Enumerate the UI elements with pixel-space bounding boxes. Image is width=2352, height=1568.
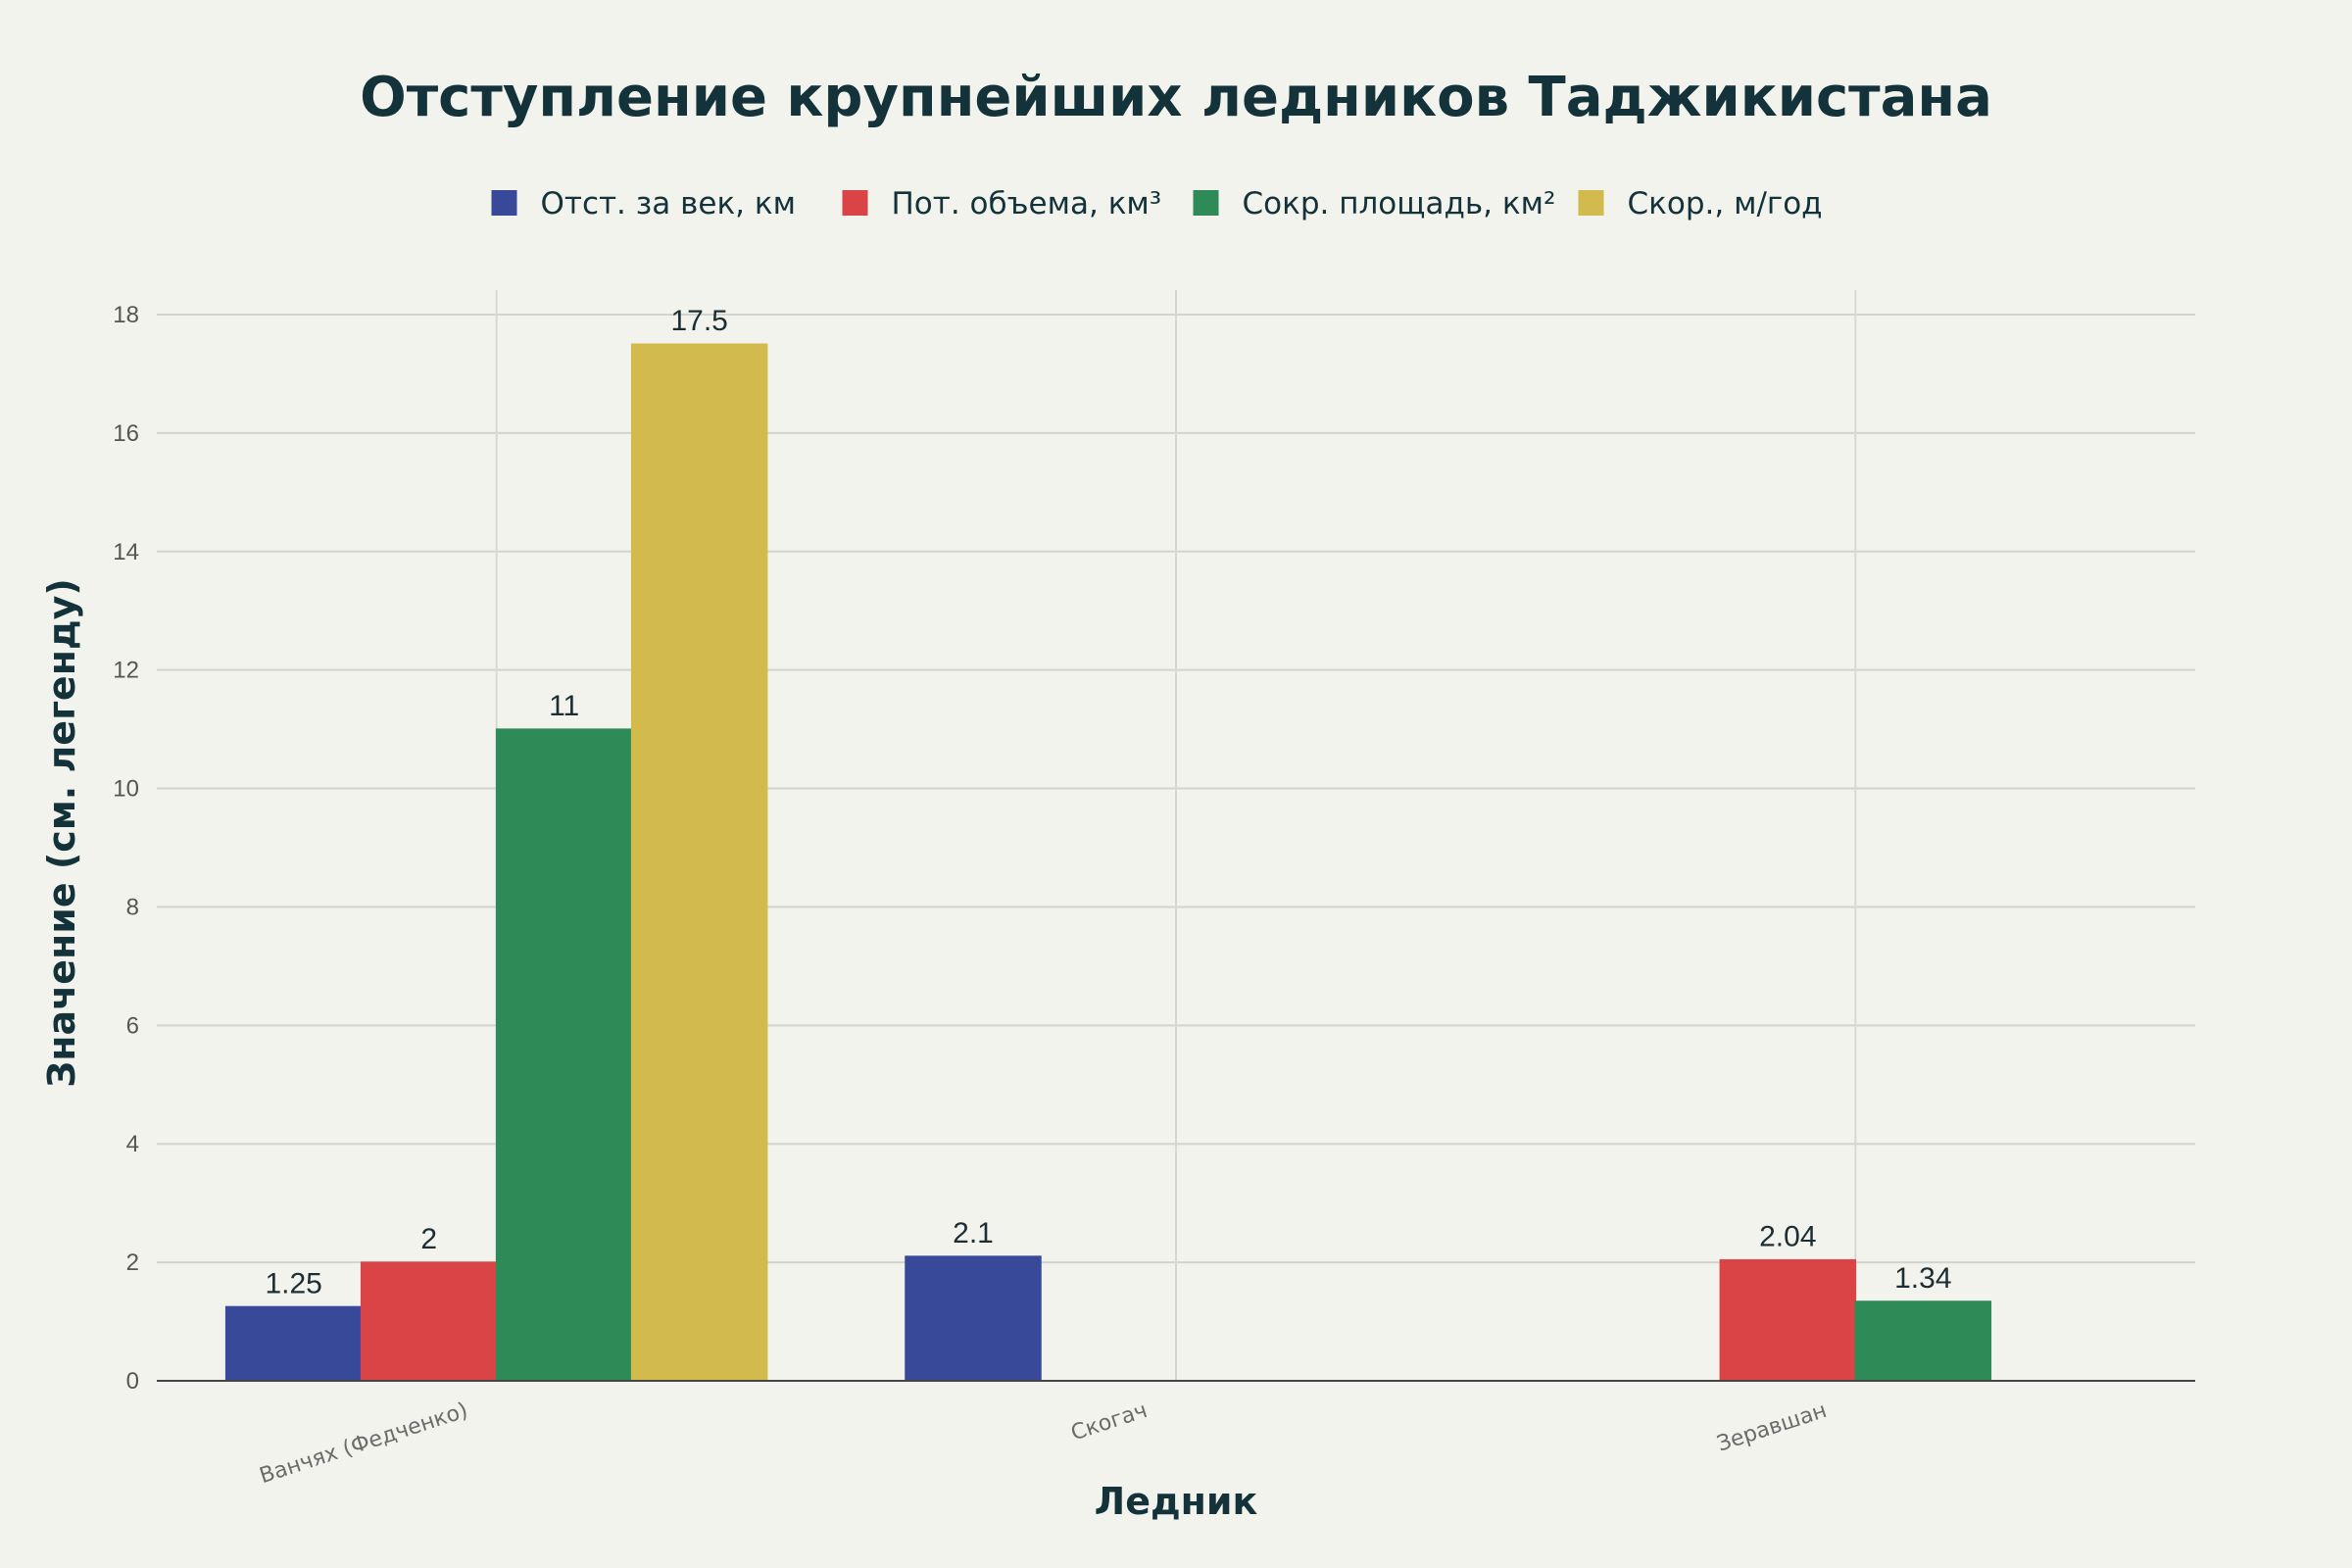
legend-item: Отст. за век, км xyxy=(491,186,797,221)
legend-item: Пот. объема, км³ xyxy=(842,186,1162,221)
y-tick-label: 2 xyxy=(126,1250,139,1276)
data-label: 2.1 xyxy=(953,1217,994,1250)
data-label: 11 xyxy=(549,690,579,722)
y-tick-label: 8 xyxy=(126,894,139,920)
legend-swatch xyxy=(1193,190,1219,216)
data-labels: 1.25 2 11 17.5 2.1 2.04 1.34 xyxy=(265,305,1951,1299)
legend-label: Пот. объема, км³ xyxy=(892,186,1162,221)
legend-item: Скор., м/год xyxy=(1578,186,1823,221)
legend-swatch xyxy=(1578,190,1604,216)
legend-item: Сокр. площадь, км² xyxy=(1193,186,1556,221)
data-label: 2.04 xyxy=(1759,1221,1816,1253)
y-axis-title: Значение (см. легенду) xyxy=(40,578,83,1088)
y-tick-label: 12 xyxy=(113,658,139,684)
bar xyxy=(1719,1258,1857,1382)
data-label: 1.25 xyxy=(265,1267,321,1299)
bar xyxy=(360,1261,498,1382)
y-tick-label: 0 xyxy=(126,1368,139,1395)
legend-label: Отст. за век, км xyxy=(541,186,797,221)
y-tick-label: 16 xyxy=(113,420,139,447)
y-tick-label: 18 xyxy=(113,302,139,328)
legend-swatch xyxy=(842,190,868,216)
y-tick-label: 4 xyxy=(126,1131,139,1157)
y-tick-label: 10 xyxy=(113,776,139,803)
bar xyxy=(1854,1300,1992,1382)
legend-label: Сокр. площадь, км² xyxy=(1243,186,1556,221)
bar xyxy=(224,1305,363,1382)
data-label: 1.34 xyxy=(1894,1262,1951,1295)
bar xyxy=(495,728,633,1382)
data-label: 2 xyxy=(420,1223,437,1255)
legend: Отст. за век, км Пот. объема, км³ Сокр. пл… xyxy=(491,186,1823,221)
bars xyxy=(224,343,1992,1382)
y-axis-ticks: 0 2 4 6 8 10 12 14 16 18 xyxy=(113,302,139,1395)
x-tick-label: Скогач xyxy=(1068,1398,1151,1446)
grid xyxy=(157,290,2195,1381)
y-tick-label: 14 xyxy=(113,539,139,565)
legend-label: Скор., м/год xyxy=(1628,186,1823,221)
x-axis-ticks: Ванчях (Федченко) Скогач Зеравшан xyxy=(257,1398,1830,1489)
x-axis-title: Ледник xyxy=(1095,1480,1258,1523)
x-tick-label: Ванчях (Федченко) xyxy=(257,1398,471,1489)
bar xyxy=(630,343,768,1382)
legend-swatch xyxy=(491,190,517,216)
chart-title: Отступление крупнейших ледников Таджикис… xyxy=(360,66,1992,129)
y-tick-label: 6 xyxy=(126,1012,139,1039)
data-label: 17.5 xyxy=(670,305,727,337)
bar xyxy=(905,1255,1042,1382)
x-tick-label: Зеравшан xyxy=(1714,1398,1830,1457)
